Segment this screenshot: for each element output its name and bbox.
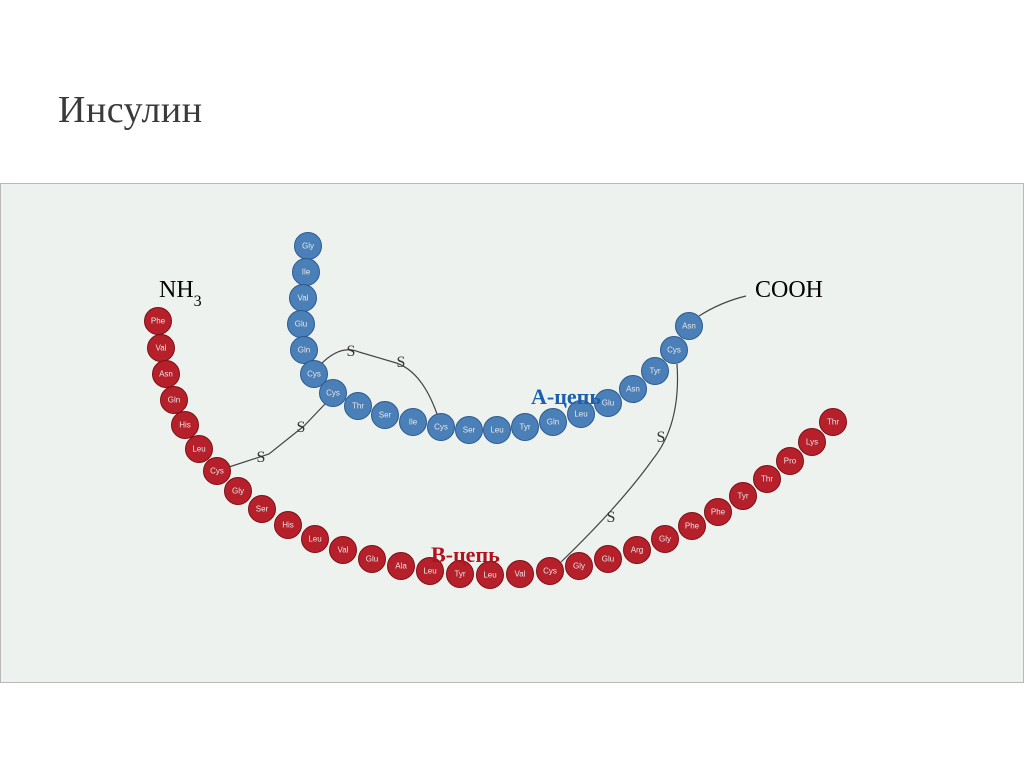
residue-a [290, 285, 317, 312]
svg-text:S: S [297, 419, 306, 436]
residue-b [186, 436, 213, 463]
diagram-svg: SSSSSS PheValAsnGlnHisLeuCysGlySerHisLeu… [1, 184, 1024, 684]
residue-b [275, 512, 302, 539]
svg-text:S: S [397, 354, 406, 371]
residue-a [291, 337, 318, 364]
residue-a [293, 259, 320, 286]
residue-b [359, 546, 386, 573]
residue-b [148, 335, 175, 362]
residue-b [820, 409, 847, 436]
residue-b [566, 553, 593, 580]
svg-text:NH3: NH3 [159, 277, 202, 310]
residue-a [484, 417, 511, 444]
residue-b [730, 483, 757, 510]
residue-b [799, 429, 826, 456]
residue-a [288, 311, 315, 338]
residue-b [705, 499, 732, 526]
residue-b [330, 537, 357, 564]
residue-a [345, 393, 372, 420]
residue-a [512, 414, 539, 441]
residue-a [456, 417, 483, 444]
residue-b [754, 466, 781, 493]
residue-a [676, 313, 703, 340]
residue-b [537, 558, 564, 585]
residue-a [372, 402, 399, 429]
residue-b [624, 537, 651, 564]
residue-b [204, 458, 231, 485]
svg-text:S: S [607, 509, 616, 526]
page-title: Инсулин [58, 88, 203, 132]
residue-b [225, 478, 252, 505]
chain-a-label: А-цепь [531, 384, 601, 409]
residue-a [400, 409, 427, 436]
residue-b [388, 553, 415, 580]
residue-b [302, 526, 329, 553]
svg-text:COOH: COOH [755, 277, 823, 303]
svg-text:S: S [257, 449, 266, 466]
residue-b [679, 513, 706, 540]
residue-b [145, 308, 172, 335]
svg-text:S: S [657, 429, 666, 446]
residue-a [320, 380, 347, 407]
svg-text:S: S [347, 343, 356, 360]
residue-a [428, 414, 455, 441]
residue-a [642, 358, 669, 385]
residue-a [661, 337, 688, 364]
chain-b-label: В-цепь [431, 542, 500, 567]
residue-b [153, 361, 180, 388]
residue-b [652, 526, 679, 553]
residue-a [540, 409, 567, 436]
chain-a: GlyIleValGluGlnCysCysThrSerIleCysSerLeuT… [288, 233, 703, 444]
residue-b [507, 561, 534, 588]
residue-b [161, 387, 188, 414]
insulin-diagram: SSSSSS PheValAsnGlnHisLeuCysGlySerHisLeu… [0, 183, 1024, 683]
residue-b [777, 448, 804, 475]
residue-b [249, 496, 276, 523]
residue-b [172, 412, 199, 439]
residue-a [295, 233, 322, 260]
residue-a [620, 376, 647, 403]
residue-b [595, 546, 622, 573]
terminal-labels: NH3 COOH [159, 277, 823, 310]
slide: Инсулин SSSSSS PheValAsnGlnHisLeuCysGlyS… [0, 0, 1024, 767]
